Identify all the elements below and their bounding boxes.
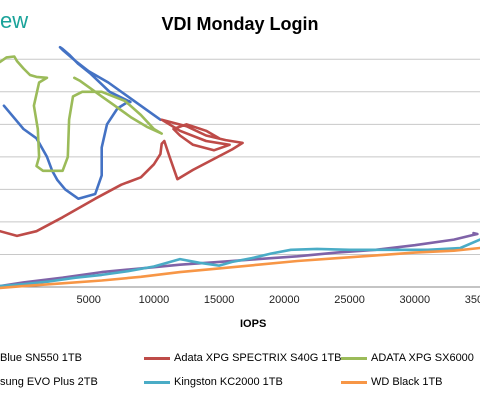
- legend-item: Blue SN550 1TB: [0, 352, 82, 364]
- legend-label: Kingston KC2000 1TB: [174, 376, 283, 388]
- legend-item: WD Black 1TB: [341, 376, 443, 388]
- logo-fragment: ew: [0, 8, 29, 33]
- x-tick-label: 25000: [334, 294, 365, 306]
- legend-item: sung EVO Plus 2TB: [0, 376, 98, 388]
- x-tick-label: 35000: [465, 294, 480, 306]
- series-line: [2, 45, 162, 200]
- x-tick-label: 10000: [139, 294, 170, 306]
- legend-swatch: [144, 380, 170, 384]
- x-tick-label: 5000: [76, 294, 100, 306]
- legend-label: ADATA XPG SX6000: [371, 352, 474, 364]
- legend-label: WD Black 1TB: [371, 376, 443, 388]
- series-line: [0, 246, 480, 290]
- legend-swatch: [341, 356, 367, 360]
- legend-label: Adata XPG SPECTRIX S40G 1TB: [174, 352, 342, 364]
- x-tick-label: 30000: [399, 294, 430, 306]
- x-tick-label: 15000: [204, 294, 235, 306]
- legend: Blue SN550 1TB Adata XPG SPECTRIX S40G 1…: [0, 340, 480, 401]
- legend-item: Kingston KC2000 1TB: [144, 376, 283, 388]
- x-axis-label: IOPS: [240, 318, 267, 330]
- legend-label: Blue SN550 1TB: [0, 352, 82, 364]
- series-line: [0, 118, 244, 238]
- series-line: [0, 231, 479, 288]
- x-tick-label: 20000: [269, 294, 300, 306]
- legend-swatch: [144, 356, 170, 360]
- legend-swatch: [341, 380, 367, 384]
- legend-item: Adata XPG SPECTRIX S40G 1TB: [144, 352, 342, 364]
- series-line: [0, 55, 163, 173]
- legend-item: ADATA XPG SX6000: [341, 352, 474, 364]
- legend-label: sung EVO Plus 2TB: [0, 376, 98, 388]
- series-line: [0, 238, 480, 288]
- chart-title: VDI Monday Login: [161, 14, 319, 34]
